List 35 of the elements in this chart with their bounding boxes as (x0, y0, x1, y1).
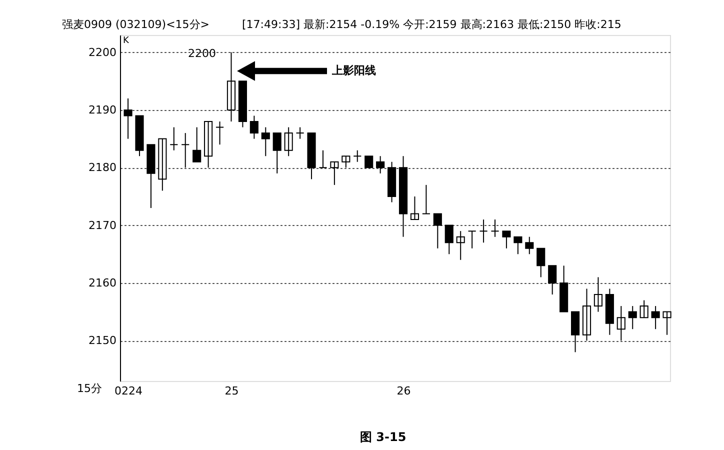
candlestick (525, 236, 534, 255)
candlestick (318, 150, 328, 168)
x-tick-label: 26 (396, 384, 411, 398)
candlestick (170, 126, 178, 151)
candlestick (296, 126, 304, 140)
y-tick-label: 2180 (88, 161, 116, 174)
candlestick (502, 230, 511, 249)
candlestick (215, 121, 224, 146)
chart-subtitle: [17:49:33] 最新:2154 -0.19% 今开:2159 最高:2163 最低:2150 昨收:215 (242, 18, 622, 31)
annotation: K (123, 36, 130, 46)
x-tick-label: 25 (224, 384, 239, 398)
y-tick-label: 2170 (88, 218, 116, 232)
annotation: 2200 (188, 47, 216, 60)
y-tick-label: 2200 (88, 46, 116, 59)
candlestick (490, 219, 500, 238)
y-tick-label: 2150 (88, 334, 116, 348)
candlestick (479, 219, 488, 244)
chart-title: 强麦0909 (032109)<15分> (62, 18, 210, 31)
y-tick-label: 2190 (88, 103, 116, 116)
annotation: 上影阳线 (331, 64, 376, 77)
candlestick (468, 230, 476, 249)
candlestick (422, 184, 430, 214)
candlestick (261, 126, 270, 157)
candlestick (662, 311, 672, 336)
candlestick (124, 98, 132, 140)
candlestick (135, 115, 144, 157)
x-tick-label: 0224 (114, 384, 143, 398)
x-axis-title: 15分 (77, 382, 102, 395)
candlestick (353, 150, 362, 162)
caption: 图 3-15 (360, 430, 406, 444)
candlestick (342, 156, 350, 168)
y-tick-label: 2160 (88, 276, 116, 290)
candlestick (307, 132, 316, 180)
candlestick (364, 156, 374, 168)
candlestick (181, 132, 190, 168)
